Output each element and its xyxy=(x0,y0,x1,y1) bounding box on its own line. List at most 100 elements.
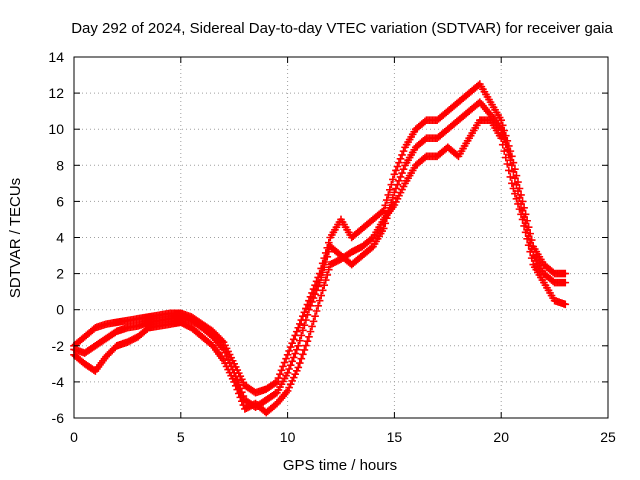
data-point xyxy=(231,381,240,390)
data-point xyxy=(273,378,281,386)
data-point xyxy=(286,343,295,351)
data-point xyxy=(289,335,298,344)
data-point xyxy=(561,300,570,309)
data-point xyxy=(296,359,304,367)
data-point xyxy=(283,369,292,377)
data-point xyxy=(239,401,248,409)
data-point xyxy=(497,125,505,133)
data-point xyxy=(274,374,283,382)
data-point xyxy=(561,278,570,287)
data-point xyxy=(393,162,402,171)
y-tick-label: -2 xyxy=(52,338,65,354)
data-point xyxy=(509,167,518,176)
x-tick-label: 10 xyxy=(280,429,296,445)
data-point xyxy=(305,332,313,341)
data-point xyxy=(314,302,322,310)
data-point xyxy=(386,185,394,194)
data-point xyxy=(321,276,330,284)
data-layer xyxy=(70,80,570,417)
data-point xyxy=(520,222,528,230)
data-point xyxy=(395,158,403,167)
tick-layer: 0 5 10 15 20 25 -6 -4 -2 0 2 4 6 8 10 12 14 xyxy=(48,49,616,445)
data-point xyxy=(233,385,242,394)
data-point xyxy=(294,342,303,350)
y-tick-label: 12 xyxy=(48,85,64,101)
data-point xyxy=(521,228,530,237)
data-point xyxy=(381,201,390,210)
data-point xyxy=(321,258,330,266)
data-point xyxy=(393,180,402,189)
data-point xyxy=(299,326,307,335)
chart-title: Day 292 of 2024, Sidereal Day-to-day VTE… xyxy=(71,20,613,37)
x-tick-label: 15 xyxy=(387,429,403,445)
data-point xyxy=(315,296,324,305)
data-point xyxy=(282,354,290,363)
y-tick-label: 4 xyxy=(56,230,64,246)
data-point xyxy=(379,206,388,215)
y-tick-label: 8 xyxy=(56,157,64,173)
data-point xyxy=(230,378,238,386)
data-point xyxy=(323,271,332,279)
data-point xyxy=(286,361,295,369)
data-point xyxy=(308,322,316,331)
data-point xyxy=(497,134,505,143)
data-point xyxy=(324,238,333,247)
data-point xyxy=(318,268,327,277)
data-point xyxy=(505,166,513,175)
y-tick-label: 2 xyxy=(56,266,64,282)
data-point xyxy=(518,215,527,224)
data-point xyxy=(292,327,301,336)
data-point xyxy=(303,311,312,319)
data-point xyxy=(387,180,396,189)
data-point xyxy=(384,191,393,199)
data-point xyxy=(382,196,391,204)
data-point xyxy=(238,397,246,406)
data-point xyxy=(306,302,315,310)
data-point xyxy=(320,263,329,271)
data-point xyxy=(305,305,313,314)
data-point xyxy=(399,165,408,173)
data-point xyxy=(276,370,284,378)
data-point xyxy=(399,147,408,155)
data-point xyxy=(506,173,515,181)
data-point xyxy=(324,265,333,274)
data-point xyxy=(320,281,329,290)
data-point xyxy=(392,166,400,175)
data-point xyxy=(294,363,303,372)
data-point xyxy=(317,291,325,300)
data-point xyxy=(296,320,304,328)
data-point xyxy=(311,290,319,299)
data-point xyxy=(523,234,531,243)
data-point xyxy=(291,331,300,340)
data-point xyxy=(315,278,324,287)
data-point xyxy=(524,241,533,250)
series-track-2 xyxy=(70,98,570,411)
data-point xyxy=(396,173,405,181)
y-tick-label: 0 xyxy=(56,302,64,318)
data-point xyxy=(389,175,397,184)
data-point xyxy=(498,140,507,149)
data-point xyxy=(497,116,505,124)
grid-layer xyxy=(74,57,608,418)
data-point xyxy=(302,316,310,324)
data-point xyxy=(392,184,400,193)
data-point xyxy=(508,179,516,188)
data-point xyxy=(512,195,521,203)
data-point xyxy=(308,298,316,306)
data-point xyxy=(299,350,307,359)
data-point xyxy=(527,254,536,262)
data-point xyxy=(514,200,522,208)
data-point xyxy=(395,176,403,185)
data-point xyxy=(323,253,332,261)
data-point xyxy=(508,161,516,170)
data-point xyxy=(501,153,510,162)
data-point xyxy=(280,358,289,367)
data-point xyxy=(398,151,406,159)
data-point xyxy=(306,327,315,336)
y-tick-label: 10 xyxy=(48,121,64,137)
data-point xyxy=(511,174,519,182)
data-point xyxy=(515,205,524,213)
x-tick-label: 0 xyxy=(70,429,78,445)
data-point xyxy=(236,393,245,402)
